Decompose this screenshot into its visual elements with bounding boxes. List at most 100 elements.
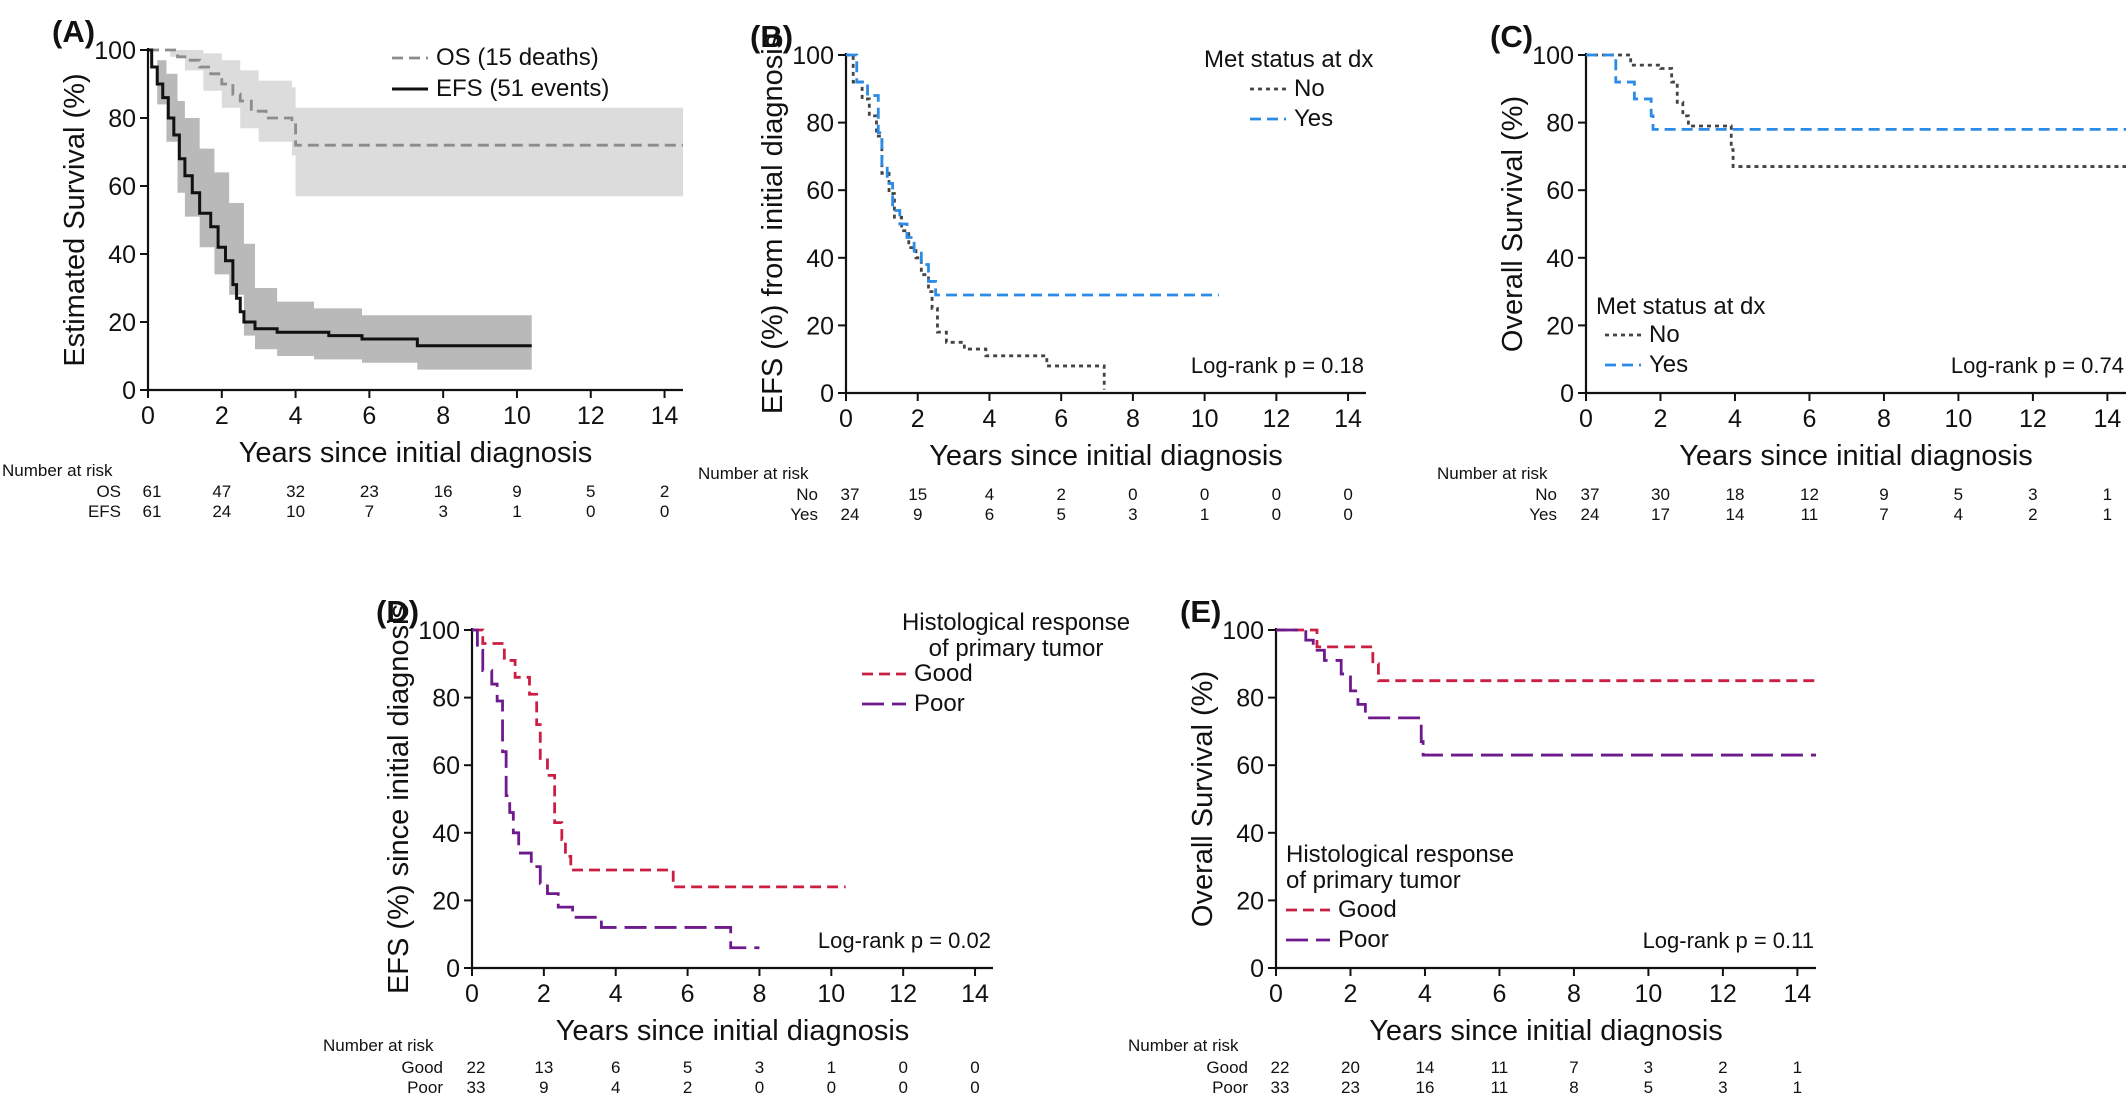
risk-cell: 4 bbox=[1954, 505, 1963, 524]
y-tick-label: 0 bbox=[1250, 955, 1264, 983]
risk-cell: 9 bbox=[913, 505, 922, 524]
risk-cell: 12 bbox=[1800, 485, 1819, 504]
legend-title: of primary tumor bbox=[929, 635, 1104, 662]
risk-cell: 7 bbox=[1569, 1058, 1578, 1077]
risk-cell: 2 bbox=[683, 1078, 692, 1097]
risk-cell: 20 bbox=[1341, 1058, 1360, 1077]
logrank-annotation: Log-rank p = 0.18 bbox=[1191, 353, 1364, 378]
y-tick-label: 100 bbox=[418, 617, 460, 645]
risk-row-label: Yes bbox=[1529, 505, 1557, 524]
risk-row-label: No bbox=[1535, 485, 1557, 504]
legend: Histological response of primary tumorGo… bbox=[862, 609, 1130, 717]
risk-cell: 0 bbox=[970, 1078, 979, 1097]
y-tick-label: 80 bbox=[1236, 685, 1264, 713]
x-tick-label: 0 bbox=[839, 405, 853, 433]
risk-cell: 0 bbox=[827, 1078, 836, 1097]
y-tick-label: 60 bbox=[806, 177, 834, 205]
risk-cell: 0 bbox=[898, 1058, 907, 1077]
risk-cell: 0 bbox=[660, 502, 669, 521]
risk-cell: 0 bbox=[898, 1078, 907, 1097]
series-line-good bbox=[472, 628, 846, 889]
risk-cell: 15 bbox=[908, 485, 927, 504]
risk-cell: 1 bbox=[2103, 505, 2112, 524]
risk-cell: 4 bbox=[985, 485, 994, 504]
x-tick-label: 0 bbox=[141, 402, 155, 430]
y-tick-label: 20 bbox=[806, 312, 834, 340]
legend-item-label: EFS (51 events) bbox=[436, 75, 609, 102]
panel-label: (D) bbox=[376, 594, 419, 629]
risk-cell: 5 bbox=[1644, 1078, 1653, 1097]
x-tick-label: 8 bbox=[1126, 405, 1140, 433]
ci-band-os bbox=[148, 50, 683, 197]
legend-item-label: No bbox=[1649, 321, 1680, 348]
logrank-annotation: Log-rank p = 0.02 bbox=[818, 928, 991, 953]
x-tick-label: 6 bbox=[1054, 405, 1068, 433]
risk-table-title: Number at risk bbox=[323, 1036, 434, 1055]
series-line-os bbox=[148, 48, 683, 147]
risk-cell: 0 bbox=[1200, 485, 1209, 504]
risk-cell: 47 bbox=[212, 482, 231, 501]
risk-cell: 18 bbox=[1726, 485, 1745, 504]
x-tick-label: 8 bbox=[1877, 405, 1891, 433]
risk-table-title: Number at risk bbox=[1128, 1036, 1239, 1055]
x-tick-label: 6 bbox=[681, 980, 695, 1008]
risk-cell: 1 bbox=[1793, 1058, 1802, 1077]
legend-title: Met status at dx bbox=[1596, 293, 1765, 320]
risk-cell: 9 bbox=[1879, 485, 1888, 504]
x-tick-label: 2 bbox=[1344, 980, 1358, 1008]
risk-cell: 17 bbox=[1651, 505, 1670, 524]
x-tick-label: 2 bbox=[537, 980, 551, 1008]
y-tick-label: 20 bbox=[432, 887, 460, 915]
series-line-no bbox=[1586, 53, 2126, 168]
x-tick-label: 14 bbox=[1334, 405, 1362, 433]
ci-band-efs bbox=[148, 50, 532, 370]
risk-cell: 0 bbox=[970, 1058, 979, 1077]
risk-cell: 3 bbox=[438, 502, 447, 521]
x-tick-label: 10 bbox=[1945, 405, 1973, 433]
risk-cell: 5 bbox=[586, 482, 595, 501]
y-axis-label: EFS (%) since initial diagnosis bbox=[383, 604, 415, 994]
y-tick-label: 60 bbox=[432, 752, 460, 780]
y-tick-label: 80 bbox=[108, 105, 136, 133]
risk-table-title: Number at risk bbox=[698, 464, 809, 483]
x-tick-label: 6 bbox=[1802, 405, 1816, 433]
risk-cell: 24 bbox=[1581, 505, 1600, 524]
risk-cell: 14 bbox=[1416, 1058, 1435, 1077]
risk-cell: 3 bbox=[755, 1058, 764, 1077]
y-tick-label: 40 bbox=[1546, 245, 1574, 273]
risk-cell: 37 bbox=[1581, 485, 1600, 504]
risk-cell: 5 bbox=[683, 1058, 692, 1077]
risk-cell: 23 bbox=[1341, 1078, 1360, 1097]
legend: Histological response of primary tumorGo… bbox=[1286, 841, 1514, 953]
legend-title: of primary tumor bbox=[1286, 867, 1461, 894]
legend-item-label: Good bbox=[914, 660, 973, 687]
risk-cell: 61 bbox=[143, 502, 162, 521]
y-tick-label: 0 bbox=[446, 955, 460, 983]
x-tick-label: 4 bbox=[982, 405, 996, 433]
risk-cell: 6 bbox=[985, 505, 994, 524]
x-tick-label: 2 bbox=[1654, 405, 1668, 433]
x-axis-label: Years since initial diagnosis bbox=[556, 1015, 910, 1047]
y-tick-label: 60 bbox=[108, 173, 136, 201]
risk-cell: 11 bbox=[1491, 1058, 1509, 1077]
x-tick-label: 6 bbox=[362, 402, 376, 430]
x-tick-label: 12 bbox=[1709, 980, 1737, 1008]
y-tick-label: 0 bbox=[1560, 380, 1574, 408]
y-tick-label: 60 bbox=[1546, 177, 1574, 205]
x-axis-label: Years since initial diagnosis bbox=[239, 437, 593, 469]
y-tick-label: 20 bbox=[1546, 312, 1574, 340]
legend-item-label: Poor bbox=[914, 690, 965, 717]
risk-row-label: OS bbox=[96, 482, 121, 501]
risk-cell: 1 bbox=[2103, 485, 2112, 504]
legend-title: Histological response bbox=[902, 609, 1130, 636]
risk-cell: 6 bbox=[611, 1058, 620, 1077]
x-tick-label: 14 bbox=[2093, 405, 2121, 433]
risk-cell: 22 bbox=[1271, 1058, 1290, 1077]
risk-cell: 2 bbox=[1718, 1058, 1727, 1077]
risk-cell: 61 bbox=[143, 482, 162, 501]
